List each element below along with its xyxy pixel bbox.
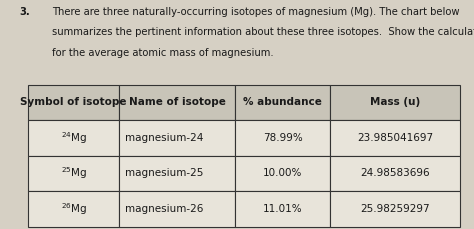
Text: 23.985041697: 23.985041697 — [357, 133, 433, 143]
Text: magnesium-26: magnesium-26 — [125, 204, 203, 214]
Text: 78.99%: 78.99% — [263, 133, 303, 143]
Text: summarizes the pertinent information about these three isotopes.  Show the calcu: summarizes the pertinent information abo… — [52, 27, 474, 38]
Text: magnesium-24: magnesium-24 — [125, 133, 203, 143]
Text: for the average atomic mass of magnesium.: for the average atomic mass of magnesium… — [52, 48, 274, 58]
Text: There are three naturally-occurring isotopes of magnesium (Mg). The chart below: There are three naturally-occurring isot… — [52, 7, 460, 17]
Text: $^{26}$Mg: $^{26}$Mg — [61, 201, 87, 217]
Text: 24.98583696: 24.98583696 — [360, 169, 430, 178]
Text: Mass (u): Mass (u) — [370, 98, 420, 107]
Text: magnesium-25: magnesium-25 — [125, 169, 203, 178]
Text: 3.: 3. — [19, 7, 30, 17]
Text: 10.00%: 10.00% — [263, 169, 302, 178]
Text: 25.98259297: 25.98259297 — [360, 204, 430, 214]
Text: % abundance: % abundance — [244, 98, 322, 107]
Text: Name of isotope: Name of isotope — [129, 98, 226, 107]
Text: $^{24}$Mg: $^{24}$Mg — [61, 130, 87, 146]
Text: $^{25}$Mg: $^{25}$Mg — [61, 166, 87, 181]
Text: Symbol of isotope: Symbol of isotope — [20, 98, 127, 107]
Text: 11.01%: 11.01% — [263, 204, 303, 214]
